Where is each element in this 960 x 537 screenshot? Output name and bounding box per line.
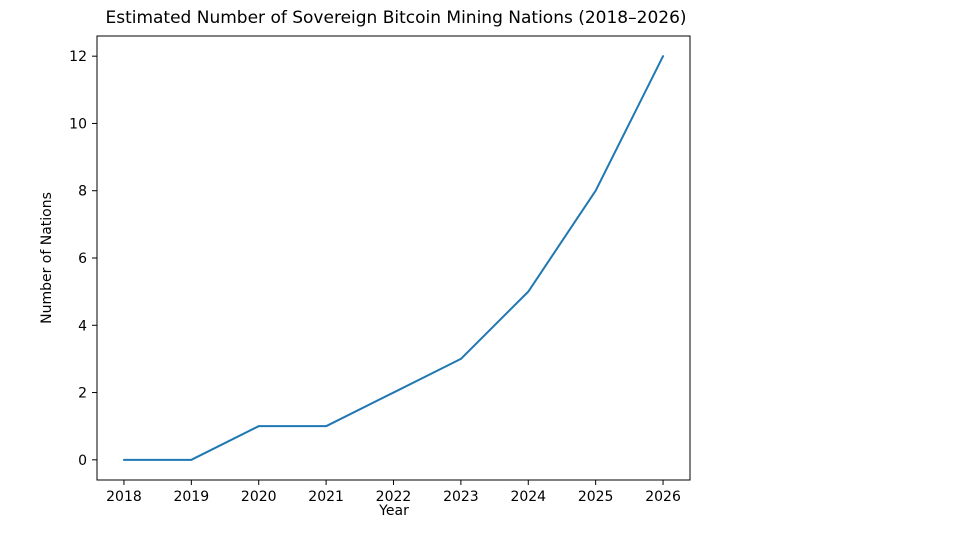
chart-title: Estimated Number of Sovereign Bitcoin Mi… [105, 8, 687, 28]
x-tick-label: 2023 [443, 489, 479, 505]
data-line [122, 55, 665, 461]
x-tick-label: 2022 [376, 489, 412, 505]
x-tick-label: 2018 [106, 489, 142, 505]
y-tick-label: 6 [78, 251, 87, 267]
y-tick-label: 10 [69, 116, 87, 132]
y-tick-label: 0 [78, 453, 87, 469]
y-axis-label: Number of Nations [39, 192, 55, 324]
x-tick-label: 2025 [578, 489, 614, 505]
axes-frame [96, 35, 691, 481]
x-tick-label: 2024 [510, 489, 546, 505]
x-tick-label: 2026 [645, 489, 681, 505]
x-tick-label: 2019 [174, 489, 210, 505]
x-axis-label: Year [379, 503, 409, 519]
y-tick-label: 8 [78, 184, 87, 200]
y-tick-label: 12 [69, 49, 87, 65]
y-tick-label: 4 [78, 318, 87, 334]
x-tick-label: 2021 [308, 489, 344, 505]
x-tick-label: 2020 [241, 489, 277, 505]
y-tick-label: 2 [78, 386, 87, 402]
